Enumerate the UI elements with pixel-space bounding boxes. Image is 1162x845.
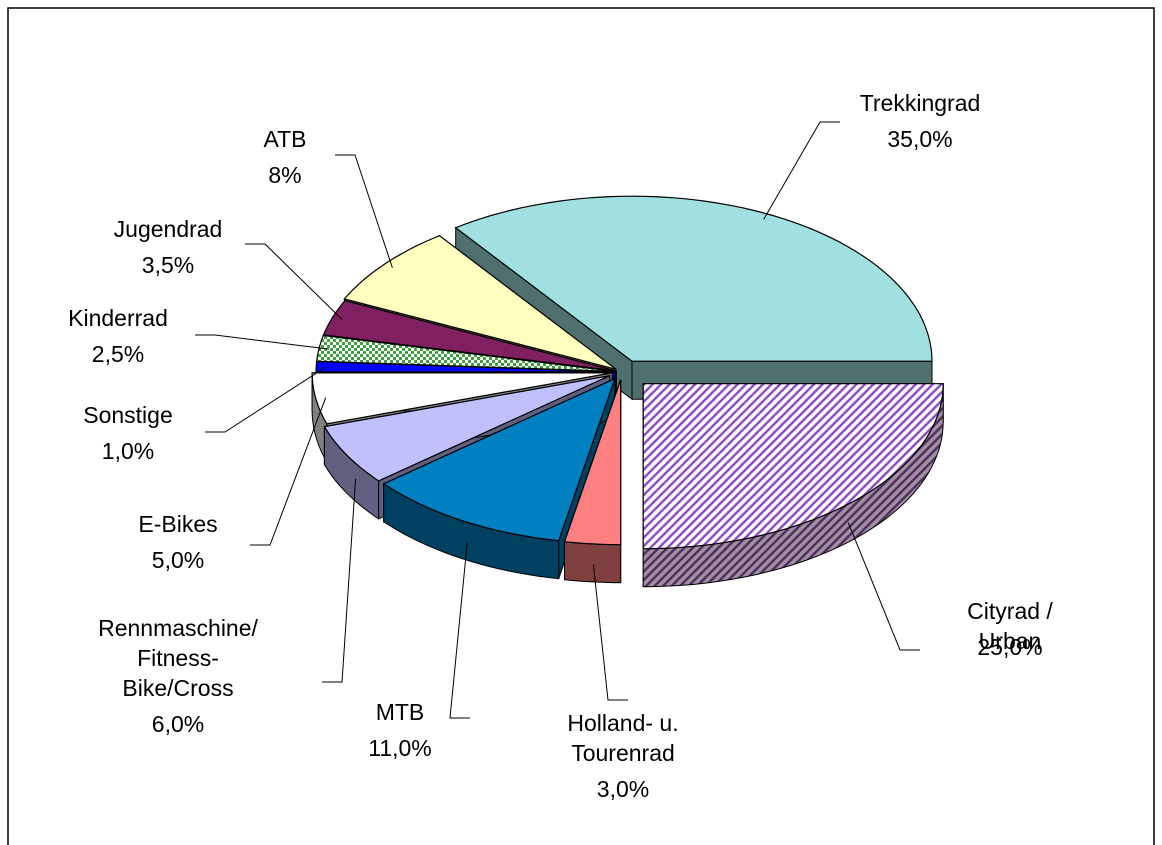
slice: [454, 195, 933, 362]
slice: [323, 375, 610, 482]
slice-label: E-Bikes: [138, 511, 218, 537]
leader-line: [763, 121, 840, 220]
slice-label: Kinderrad: [68, 305, 168, 331]
slice-label: Cityrad / Urban: [967, 598, 1053, 654]
slice-value-label: 6,0%: [151, 711, 205, 737]
slice: [343, 235, 617, 370]
chart-frame: [7, 7, 1155, 845]
slice-label: ATB: [263, 126, 307, 152]
slice-value-label: 3,0%: [596, 776, 650, 802]
slice-value-label: 2,5%: [91, 341, 145, 367]
slice-label: Trekkingrad: [859, 90, 981, 116]
slice-value-label: 1,0%: [101, 438, 155, 464]
slice-value-label: 25,0%: [977, 634, 1043, 660]
leader-line: [322, 478, 357, 683]
slice: [563, 379, 622, 546]
slice: [322, 300, 617, 372]
leader-line: [592, 564, 628, 701]
slice-label: MTB: [375, 699, 425, 725]
slice-label: Jugendrad: [113, 216, 223, 242]
leader-line: [195, 334, 330, 350]
slice: [315, 360, 617, 373]
slice-value-label: 11,0%: [368, 735, 432, 761]
slice-value-label: 35,0%: [887, 126, 953, 152]
slice: [382, 377, 616, 542]
slice: [311, 372, 613, 425]
leader-line: [449, 542, 470, 719]
leader-line: [205, 366, 327, 433]
slice-label: Sonstige: [83, 402, 173, 428]
slice-label: Rennmaschine/ Fitness- Bike/Cross: [98, 615, 258, 701]
slice-value-label: 3,5%: [141, 252, 195, 278]
slice-side: [564, 541, 622, 584]
leader-line: [335, 154, 393, 268]
slice-label: Holland- u. Tourenrad: [567, 710, 679, 766]
slice: [642, 383, 944, 550]
slice-value-label: 8%: [268, 162, 302, 188]
leader-line: [245, 243, 343, 320]
slice-value-label: 5,0%: [151, 547, 205, 573]
leader-line: [847, 522, 920, 651]
leader-line: [250, 397, 327, 546]
